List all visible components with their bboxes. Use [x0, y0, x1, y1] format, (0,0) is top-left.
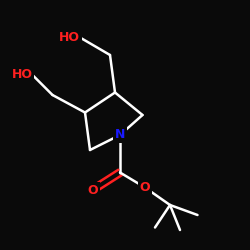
- Text: O: O: [87, 184, 98, 196]
- Text: HO: HO: [59, 31, 80, 44]
- Text: O: O: [140, 181, 150, 194]
- Text: HO: HO: [12, 68, 32, 82]
- Text: N: N: [115, 128, 125, 141]
